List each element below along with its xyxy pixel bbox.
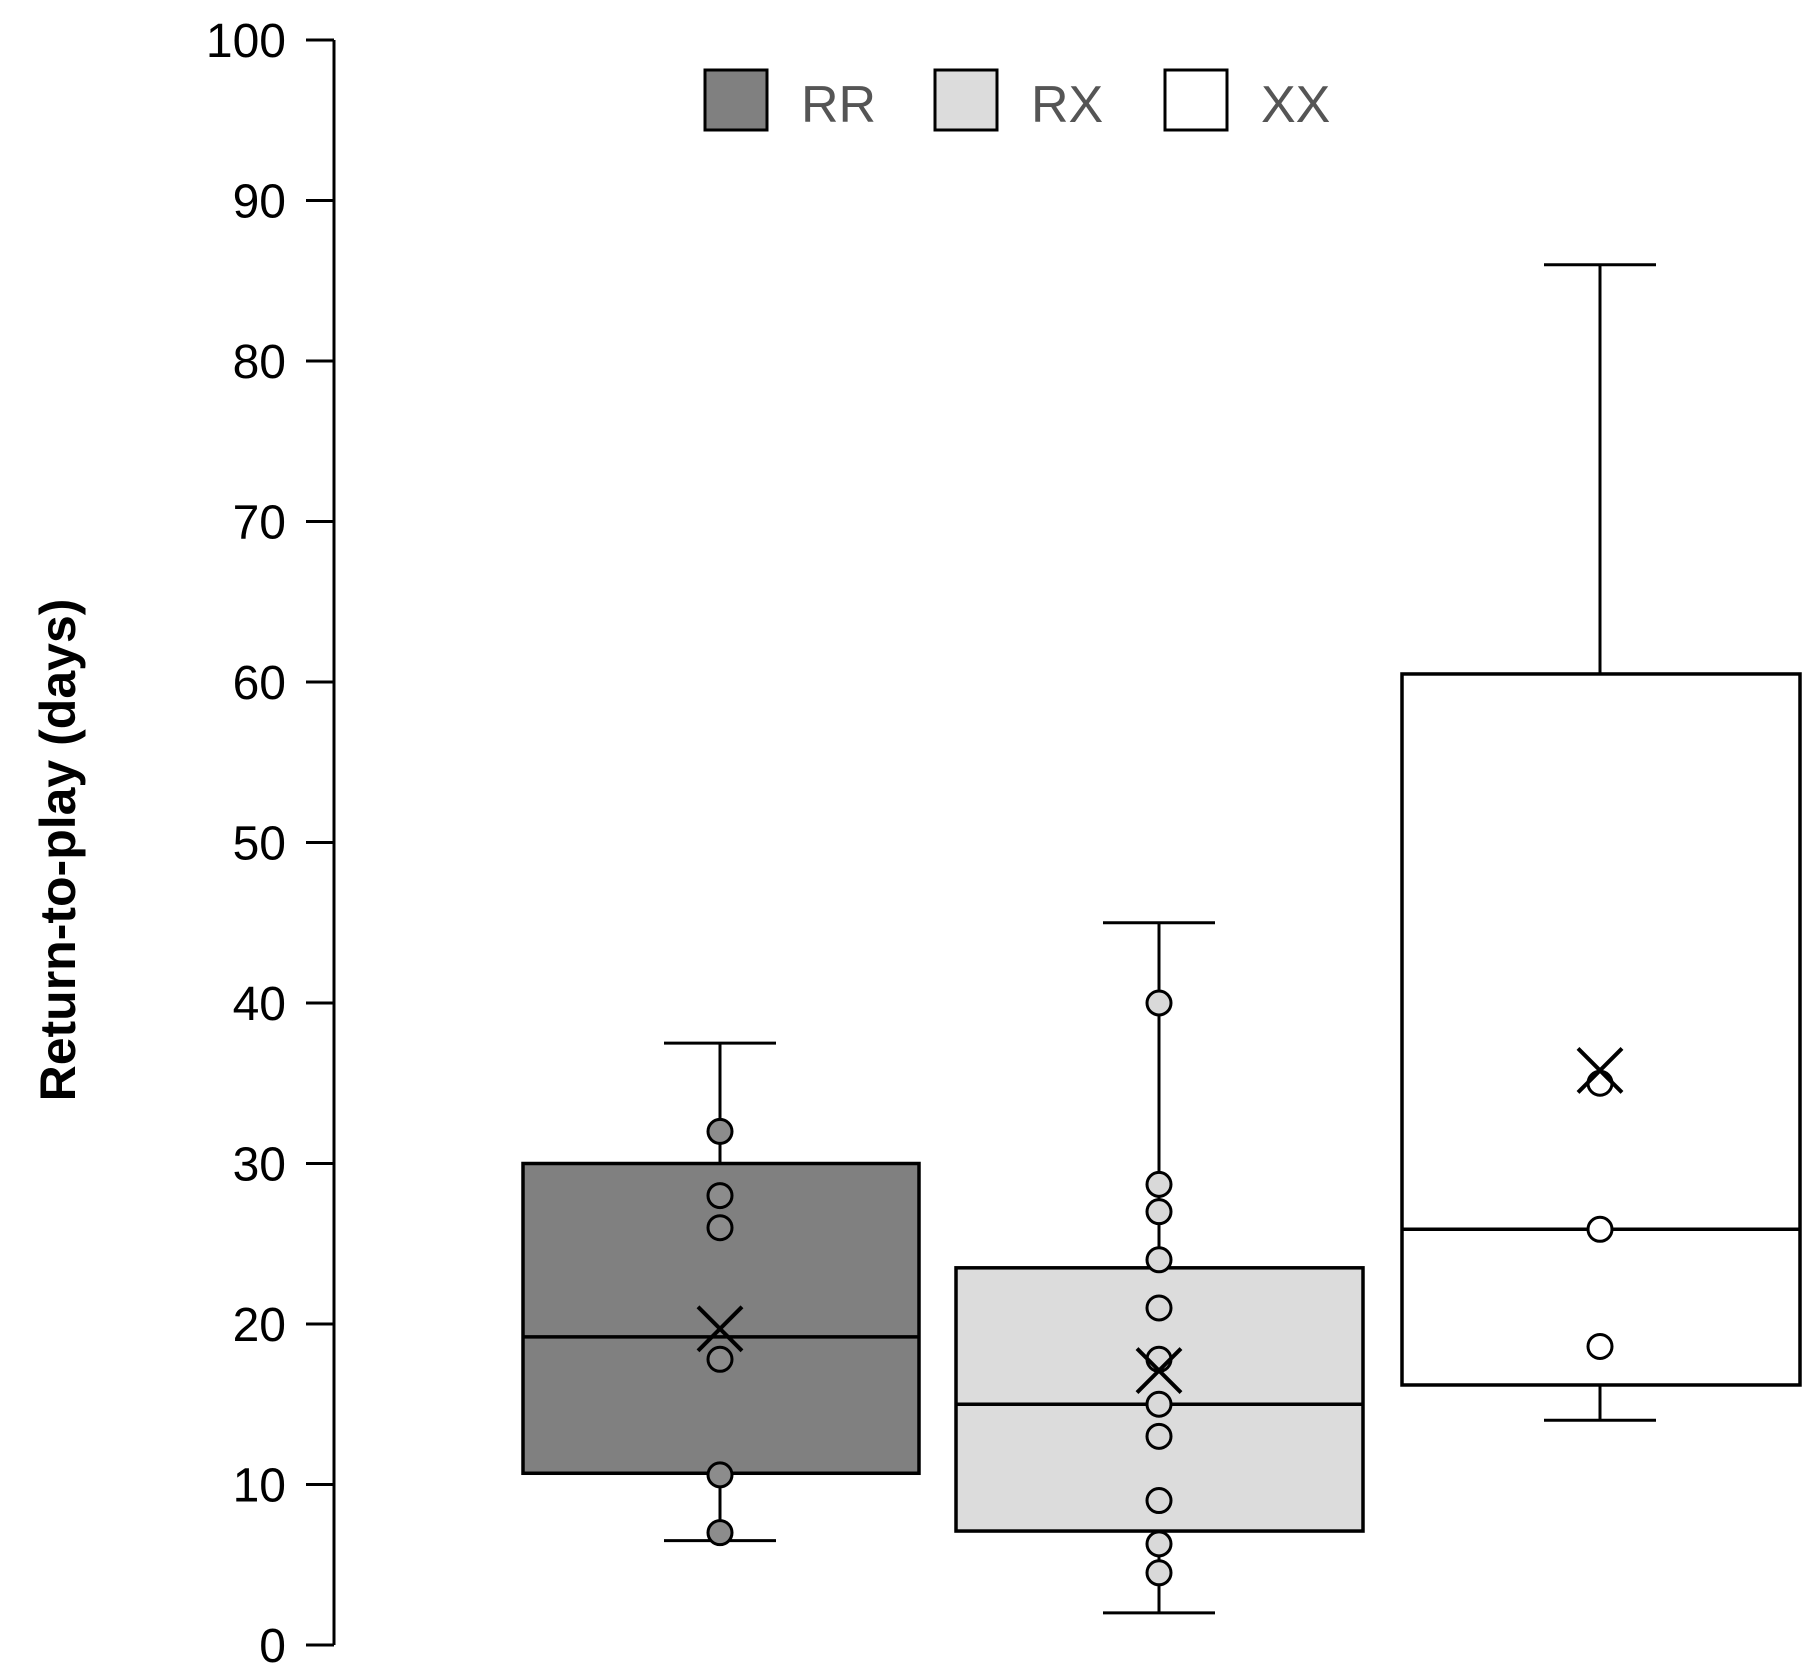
y-tick-label: 80 — [233, 336, 286, 389]
data-point — [1145, 1487, 1173, 1515]
data-point — [706, 1117, 734, 1145]
legend-swatch — [703, 68, 769, 132]
y-tick-label: 50 — [233, 818, 286, 871]
data-point — [1145, 989, 1173, 1017]
y-tick-label: 30 — [233, 1139, 286, 1192]
y-tick-label: 100 — [206, 15, 286, 68]
data-point — [706, 1461, 734, 1489]
data-point — [706, 1214, 734, 1242]
y-axis-label: Return-to-play (days) — [30, 599, 86, 1102]
legend-label: RX — [1031, 76, 1103, 134]
iqr-box — [521, 1161, 921, 1476]
y-tick-label: 10 — [233, 1460, 286, 1513]
legend-swatch — [1163, 68, 1229, 132]
data-point — [1145, 1559, 1173, 1587]
data-point — [1145, 1170, 1173, 1198]
data-point — [706, 1345, 734, 1373]
data-point — [1586, 1215, 1614, 1243]
legend: RR RX XX — [703, 68, 1330, 134]
data-point — [1586, 1069, 1614, 1097]
data-point — [1586, 1332, 1614, 1360]
legend-label: RR — [801, 76, 876, 134]
data-point — [706, 1182, 734, 1210]
y-tick-label: 0 — [259, 1620, 286, 1673]
iqr-box — [1400, 672, 1802, 1387]
data-point — [706, 1519, 734, 1547]
y-tick-label: 20 — [233, 1299, 286, 1352]
box-xx — [1400, 263, 1802, 1422]
data-point — [1145, 1390, 1173, 1418]
data-point — [1145, 1345, 1173, 1373]
data-point — [1145, 1198, 1173, 1226]
y-tick-label: 70 — [233, 497, 286, 550]
legend-swatch — [933, 68, 999, 132]
y-tick-label: 90 — [233, 176, 286, 229]
mean-marker — [1576, 1046, 1624, 1094]
box-series-group — [521, 263, 1802, 1615]
data-point — [1145, 1530, 1173, 1558]
y-tick-label: 40 — [233, 978, 286, 1031]
mean-marker — [696, 1305, 744, 1353]
data-point — [1145, 1246, 1173, 1274]
data-point — [1145, 1294, 1173, 1322]
y-axis: 0 10 20 30 40 50 60 70 80 90 100 — [206, 15, 336, 1673]
y-tick-label: 60 — [233, 657, 286, 710]
box-rr — [521, 1041, 921, 1547]
legend-label: XX — [1261, 76, 1330, 134]
data-point — [1145, 1422, 1173, 1450]
box-rx — [954, 921, 1365, 1615]
mean-marker — [1135, 1347, 1183, 1394]
